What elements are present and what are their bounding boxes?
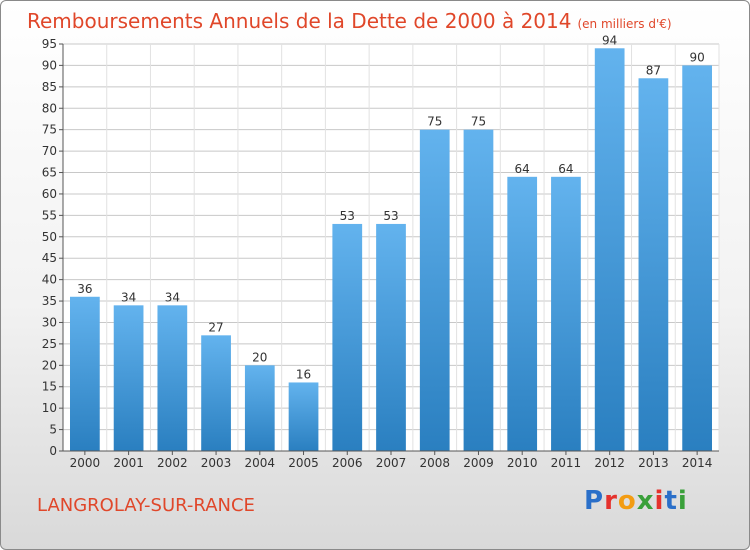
- y-tick-label: 75: [42, 123, 57, 137]
- bar: [157, 305, 188, 451]
- x-tick-label: 2010: [507, 456, 538, 470]
- y-tick-label: 65: [42, 166, 57, 180]
- chart-subtitle: (en milliers d'€): [577, 17, 672, 31]
- chart-title: Remboursements Annuels de la Dette de 20…: [27, 9, 672, 33]
- bar-value-label: 90: [689, 50, 704, 64]
- bar: [682, 65, 713, 451]
- bar: [69, 296, 100, 451]
- y-tick-label: 70: [42, 144, 57, 158]
- bar-value-label: 36: [77, 282, 92, 296]
- logo-letter: i: [654, 486, 665, 516]
- y-tick-label: 20: [42, 358, 57, 372]
- bar-value-label: 53: [383, 209, 398, 223]
- bar: [419, 129, 450, 451]
- bar: [463, 129, 494, 451]
- bar: [551, 176, 581, 451]
- bar: [113, 305, 144, 451]
- x-tick-label: 2007: [376, 456, 407, 470]
- bar-value-label: 34: [165, 290, 180, 304]
- x-tick-label: 2014: [682, 456, 713, 470]
- y-tick-label: 80: [42, 101, 57, 115]
- y-tick-label: 35: [42, 294, 57, 308]
- y-tick-label: 15: [42, 380, 57, 394]
- x-tick-label: 2005: [288, 456, 319, 470]
- logo-letter: i: [677, 486, 688, 516]
- y-tick-label: 45: [42, 251, 57, 265]
- x-tick-label: 2012: [594, 456, 625, 470]
- bar-value-label: 87: [646, 63, 661, 77]
- x-tick-label: 2002: [157, 456, 188, 470]
- x-tick-label: 2011: [551, 456, 582, 470]
- logo-letter: o: [617, 486, 637, 516]
- bar-value-label: 27: [208, 320, 223, 334]
- proxiti-logo: Proxiti: [584, 486, 688, 516]
- bar-value-label: 34: [121, 290, 136, 304]
- x-tick-label: 2004: [245, 456, 276, 470]
- x-tick-label: 2006: [332, 456, 363, 470]
- bar-value-label: 94: [602, 33, 617, 47]
- bar: [376, 223, 406, 451]
- x-tick-label: 2001: [113, 456, 144, 470]
- logo-letter: t: [664, 486, 678, 516]
- bar: [594, 48, 625, 451]
- bar-value-label: 75: [471, 115, 486, 129]
- bar-value-label: 64: [558, 162, 573, 176]
- y-tick-label: 30: [42, 315, 57, 329]
- y-tick-label: 5: [49, 423, 57, 437]
- bar: [288, 382, 319, 451]
- bar-value-label: 75: [427, 115, 442, 129]
- y-tick-label: 40: [42, 273, 57, 287]
- y-tick-label: 95: [42, 37, 57, 51]
- bar: [244, 365, 275, 451]
- bar-value-label: 53: [340, 209, 355, 223]
- y-tick-label: 60: [42, 187, 57, 201]
- x-tick-label: 2000: [70, 456, 101, 470]
- bar: [332, 223, 363, 451]
- y-tick-label: 0: [49, 444, 57, 458]
- logo-letter: x: [636, 486, 655, 516]
- y-tick-label: 50: [42, 230, 57, 244]
- logo-letter: r: [604, 486, 618, 516]
- bar: [638, 78, 669, 451]
- commune-name: LANGROLAY-SUR-RANCE: [37, 495, 255, 516]
- bar: [507, 176, 538, 451]
- bar: [201, 335, 231, 451]
- y-tick-label: 55: [42, 208, 57, 222]
- x-tick-label: 2013: [638, 456, 669, 470]
- bar-value-label: 64: [515, 162, 530, 176]
- x-tick-label: 2003: [201, 456, 232, 470]
- bar-value-label: 16: [296, 367, 311, 381]
- logo-letter: P: [584, 486, 605, 516]
- y-tick-label: 10: [42, 401, 57, 415]
- y-tick-label: 25: [42, 337, 57, 351]
- y-tick-label: 85: [42, 80, 57, 94]
- bar-value-label: 20: [252, 350, 267, 364]
- y-tick-label: 90: [42, 58, 57, 72]
- chart-title-text: Remboursements Annuels de la Dette de 20…: [27, 9, 572, 33]
- x-tick-label: 2009: [463, 456, 494, 470]
- x-tick-label: 2008: [419, 456, 450, 470]
